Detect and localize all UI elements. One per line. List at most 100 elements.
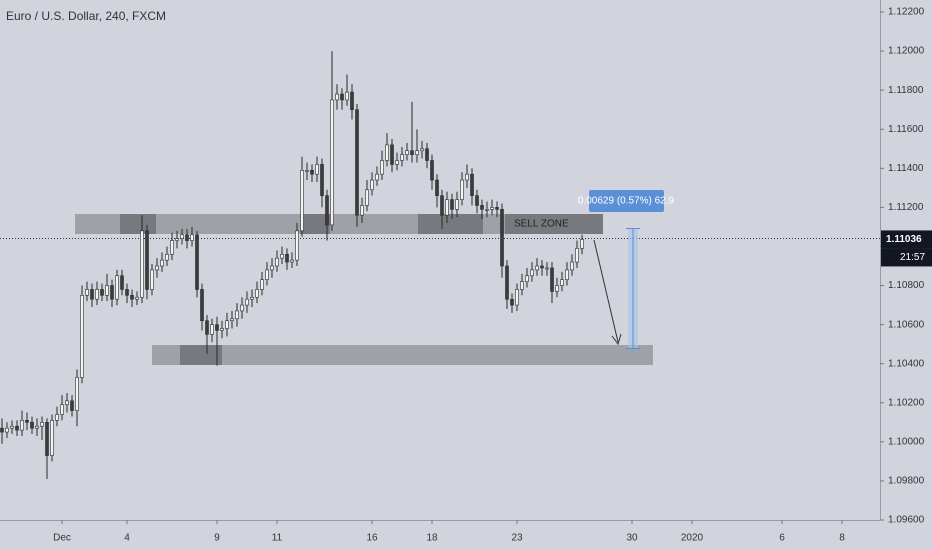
candle-body xyxy=(340,93,344,101)
candle-body xyxy=(270,265,274,271)
candle-body xyxy=(45,422,49,456)
candle-body xyxy=(375,173,379,181)
candle-body xyxy=(15,425,19,431)
y-tick-label: 1.11600 xyxy=(888,124,924,135)
x-tick-label: 30 xyxy=(626,533,638,544)
y-tick-label: 1.10000 xyxy=(888,436,925,447)
candle-body xyxy=(520,281,524,290)
last-price-label: 1.11036 xyxy=(886,234,922,245)
candle-body xyxy=(195,234,199,290)
candle-body xyxy=(50,420,54,456)
candle-body xyxy=(490,207,494,210)
candle-body xyxy=(135,296,139,300)
candle-body xyxy=(180,234,184,239)
candles xyxy=(0,51,584,479)
candle-body xyxy=(220,328,224,331)
candle-body xyxy=(130,295,134,300)
candle-body xyxy=(400,154,404,161)
candle-body xyxy=(5,427,9,433)
candle-body xyxy=(435,179,439,196)
x-tick-label: 8 xyxy=(839,533,845,544)
sell-zone-dark xyxy=(120,214,156,234)
candle-body xyxy=(150,269,154,290)
candle-body xyxy=(285,253,289,263)
buy-zone-dark xyxy=(180,345,222,365)
candle-body xyxy=(485,209,489,211)
x-tick-label: 9 xyxy=(214,533,220,544)
candle-body xyxy=(385,144,389,161)
candle-body xyxy=(355,109,359,216)
candle-body xyxy=(65,400,69,406)
candle-body xyxy=(95,289,99,300)
candle-body xyxy=(335,93,339,101)
candle-body xyxy=(40,422,44,427)
projection-arrow xyxy=(593,239,619,343)
x-tick-label: 11 xyxy=(272,533,283,544)
candle-body xyxy=(350,91,354,110)
candle-body xyxy=(245,298,249,306)
arrow-head xyxy=(611,333,622,346)
x-tick-label: 23 xyxy=(511,533,523,544)
candle-body xyxy=(185,234,189,241)
measure-box xyxy=(589,190,664,212)
candle-body xyxy=(295,230,299,261)
candle-body xyxy=(440,195,444,216)
candle-body xyxy=(305,169,309,172)
candle-body xyxy=(165,253,169,261)
candle-body xyxy=(210,324,214,335)
x-tick-label: 2020 xyxy=(681,533,704,544)
candle-body xyxy=(290,259,294,263)
candle-body xyxy=(450,199,454,210)
candle-body xyxy=(580,239,584,249)
candle-body xyxy=(260,279,264,290)
candle-body xyxy=(0,427,4,433)
candle-body xyxy=(25,420,29,423)
candle-body xyxy=(410,150,414,155)
y-tick-label: 1.09600 xyxy=(888,515,925,526)
x-tick-label: Dec xyxy=(53,533,71,544)
candle-body xyxy=(145,230,149,290)
candle-body xyxy=(30,422,34,429)
candle-body xyxy=(515,289,519,306)
candle-body xyxy=(320,164,324,196)
candle-body xyxy=(570,261,574,271)
candle-body xyxy=(380,160,384,175)
candle-body xyxy=(540,265,544,269)
candle-body xyxy=(545,267,549,270)
x-tick-label: 6 xyxy=(779,533,785,544)
candle-body xyxy=(565,269,569,280)
y-tick-label: 1.11800 xyxy=(888,85,924,96)
candle-body xyxy=(20,420,24,431)
candle-body xyxy=(325,195,329,226)
candle-body xyxy=(255,289,259,298)
candle-body xyxy=(310,169,314,175)
candle-body xyxy=(300,169,304,232)
chart-title: Euro / U.S. Dollar, 240, FXCM xyxy=(6,9,166,23)
candle-body xyxy=(495,207,499,210)
candle-body xyxy=(555,285,559,292)
candle-body xyxy=(405,150,409,155)
candle-body xyxy=(110,285,114,300)
candle-body xyxy=(550,267,554,292)
y-tick-label: 1.10800 xyxy=(888,280,925,291)
candle-body xyxy=(225,320,229,329)
candle-body xyxy=(90,289,94,300)
candle-body xyxy=(575,248,579,263)
candle-body xyxy=(415,150,419,155)
candle-body xyxy=(125,289,129,296)
candle-body xyxy=(430,160,434,181)
candle-body xyxy=(360,205,364,216)
candle-body xyxy=(10,425,14,429)
candle-body xyxy=(235,310,239,320)
countdown: 21:57 xyxy=(900,252,925,263)
y-tick-label: 1.12200 xyxy=(888,7,925,18)
candle-body xyxy=(35,425,39,429)
candle-body xyxy=(55,414,59,421)
candle-body xyxy=(200,289,204,322)
x-tick-label: 16 xyxy=(366,533,378,544)
last-price-box xyxy=(881,230,932,249)
candle-body xyxy=(155,265,159,271)
candle-body xyxy=(75,377,79,411)
